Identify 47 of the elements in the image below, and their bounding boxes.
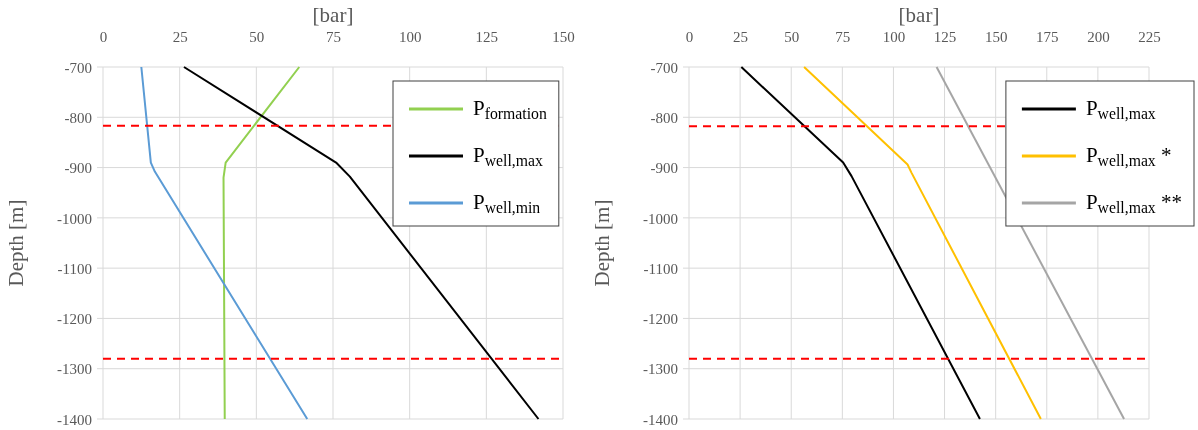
x-axis-title: [bar] <box>312 3 354 27</box>
y-tick-label: -1400 <box>643 411 678 428</box>
x-axis-title: [bar] <box>898 3 940 27</box>
x-tick-label: 50 <box>249 29 265 45</box>
line-series <box>803 66 1042 420</box>
legend-label: P$_{well,max}$ ** <box>1085 190 1182 216</box>
line-series <box>740 66 981 420</box>
legend-label: P$_{formation}$ <box>473 96 547 122</box>
x-tick-label: 25 <box>733 29 749 45</box>
x-tick-label: 0 <box>99 29 108 45</box>
x-tick-label: 175 <box>1036 29 1059 45</box>
x-tick-label: 200 <box>1087 29 1110 45</box>
y-tick-label: -1300 <box>643 361 678 378</box>
line-series <box>222 66 301 420</box>
x-tick-label: 0 <box>685 29 694 45</box>
x-tick-label: 150 <box>552 29 575 45</box>
y-axis-title: Depth [m] <box>590 199 614 287</box>
x-tick-label: 75 <box>326 29 341 45</box>
x-tick-label: 25 <box>172 29 188 45</box>
x-tick-label: 100 <box>882 29 906 45</box>
y-tick-label: -1400 <box>57 411 92 428</box>
x-tick-label: 50 <box>784 29 800 45</box>
y-tick-label: -1100 <box>643 260 678 277</box>
x-tick-label: 225 <box>1138 29 1161 45</box>
y-tick-label: -900 <box>64 160 92 177</box>
x-tick-label: 125 <box>933 29 957 45</box>
y-tick-label: -1000 <box>643 210 678 227</box>
y-tick-label: -1200 <box>643 311 678 328</box>
y-tick-label: -800 <box>64 110 92 127</box>
y-tick-label: -1000 <box>57 210 92 227</box>
x-tick-label: 75 <box>835 29 851 45</box>
x-tick-label: 125 <box>475 29 499 45</box>
y-tick-label: -900 <box>650 160 678 177</box>
y-tick-label: -800 <box>650 110 678 127</box>
y-tick-label: -1200 <box>57 311 92 328</box>
y-tick-label: -1100 <box>57 260 92 277</box>
legend-label: P$_{well,max}$ <box>1085 96 1156 122</box>
y-tick-label: -700 <box>650 59 678 76</box>
line-series <box>140 66 309 420</box>
x-tick-label: 150 <box>984 29 1008 45</box>
legend-label: P$_{well,max}$ * <box>1085 143 1172 169</box>
x-tick-label: 100 <box>398 29 422 45</box>
y-axis-title: Depth [m] <box>4 199 28 287</box>
y-tick-label: -700 <box>64 59 92 76</box>
y-tick-label: -1300 <box>57 361 92 378</box>
legend-label: P$_{well,max}$ <box>473 143 543 169</box>
legend-label: P$_{well,min}$ <box>473 190 541 216</box>
